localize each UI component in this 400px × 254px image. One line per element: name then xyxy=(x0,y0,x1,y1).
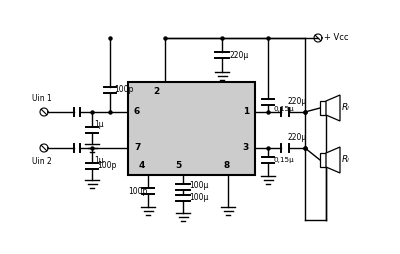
Text: 7: 7 xyxy=(134,144,140,152)
Text: 220µ: 220µ xyxy=(287,97,306,106)
Text: 100p: 100p xyxy=(128,186,147,196)
Text: 4: 4 xyxy=(139,161,145,169)
Polygon shape xyxy=(326,147,340,173)
Bar xyxy=(320,153,326,167)
Text: 8: 8 xyxy=(224,161,230,169)
Text: 100p: 100p xyxy=(97,162,116,170)
Bar xyxy=(320,101,326,115)
Text: 5: 5 xyxy=(175,161,181,169)
Bar xyxy=(128,82,255,175)
Text: 220µ: 220µ xyxy=(230,51,249,59)
Text: 100µ: 100µ xyxy=(189,194,208,202)
Text: + Vcc: + Vcc xyxy=(324,34,348,42)
Text: 3: 3 xyxy=(243,144,249,152)
Text: 1µ: 1µ xyxy=(94,156,104,165)
Text: Rₗ: Rₗ xyxy=(342,103,350,113)
Text: Uin 1: Uin 1 xyxy=(32,94,52,103)
Text: 1: 1 xyxy=(243,107,249,117)
Text: 100p: 100p xyxy=(114,86,133,94)
Text: Rₗ: Rₗ xyxy=(342,155,350,165)
Text: 0,15µ: 0,15µ xyxy=(273,106,294,112)
Text: 100µ: 100µ xyxy=(189,181,208,189)
Text: 0,15µ: 0,15µ xyxy=(273,157,294,163)
Text: 220µ: 220µ xyxy=(287,133,306,142)
Text: 2: 2 xyxy=(153,87,159,97)
Polygon shape xyxy=(326,95,340,121)
Text: 1µ: 1µ xyxy=(94,120,104,129)
Text: 6: 6 xyxy=(134,107,140,117)
Text: Uin 2: Uin 2 xyxy=(32,157,52,166)
